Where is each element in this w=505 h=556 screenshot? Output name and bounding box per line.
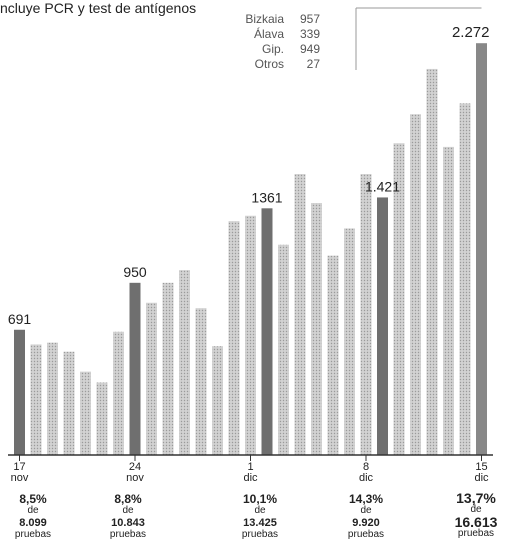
bar-5-dic (311, 203, 322, 455)
breakdown-row-alava: Álava 339 (253, 27, 320, 41)
bar-6-dic (327, 255, 339, 455)
weekly-stat-24-nov: 8,8% de 10.843 pruebas (109, 492, 147, 540)
x-tick-label-day: 15 (475, 461, 487, 473)
bar-10-dic (393, 143, 405, 455)
bar-26-nov (162, 282, 174, 455)
breakdown-connector (355, 7, 482, 70)
bar-8-dic (360, 174, 372, 455)
x-tick-label-month: dic (474, 472, 489, 484)
weekly-stat-15-dic: 13,7% de 16.613 pruebas (454, 490, 498, 539)
bar-23-nov (113, 331, 124, 455)
bar-17-nov (14, 329, 25, 455)
x-tick-label-day: 17 (13, 461, 25, 473)
x-tick-label-day: 24 (129, 461, 141, 473)
value-label-9-dic: 1.421 (365, 178, 400, 194)
bar-11-dic (410, 114, 421, 455)
value-label-24-nov: 950 (123, 264, 147, 280)
bar-18-nov (30, 344, 42, 455)
x-tick-label-day: 1 (247, 461, 253, 473)
bar-3-dic (278, 244, 289, 455)
weekly-stat-1-dic: 10,1% de 13.425 pruebas (241, 492, 279, 540)
chart-subtitle: ncluye PCR y test de antígenos (0, 0, 197, 16)
value-label-17-nov: 691 (8, 311, 32, 327)
bar-1-dic (245, 215, 256, 455)
bar-7-dic (344, 228, 355, 455)
value-label-15-dic: 2.272 (452, 24, 490, 41)
bar-14-dic (459, 103, 471, 455)
bar-4-dic (294, 174, 306, 455)
bar-21-nov (80, 371, 91, 455)
bar-29-nov (212, 346, 223, 455)
bar-28-nov (195, 308, 207, 455)
weekly-stat-17-nov: 8,5% de 8.099 pruebas (14, 492, 52, 540)
weekly-stat-8-dic: 14,3% de 9.920 pruebas (347, 492, 385, 540)
x-tick-label-month: nov (126, 472, 144, 484)
value-label-2-dic: 1361 (251, 189, 282, 205)
bar-2-dic (261, 208, 273, 455)
bar-12-dic (426, 68, 438, 455)
bar-9-dic (377, 197, 388, 455)
x-tick-label-day: 8 (363, 461, 369, 473)
x-tick-label-month: nov (11, 472, 29, 484)
breakdown-row-gipuzkoa: Gip. 949 (261, 42, 320, 56)
bar-25-nov (146, 302, 157, 455)
breakdown-row-bizkaia: Bizkaia 957 (245, 12, 320, 26)
bar-15-dic (476, 43, 487, 455)
x-tick-label-month: dic (359, 472, 374, 484)
bar-20-nov (63, 351, 75, 455)
x-tick-label-month: dic (243, 472, 258, 484)
bar-13-dic (443, 146, 454, 455)
bar-30-nov (228, 221, 240, 455)
bar-22-nov (96, 382, 108, 455)
bar-19-nov (47, 342, 58, 455)
regional-breakdown: Bizkaia 957 Álava 339 Gip. 949 Otros 27 (224, 12, 320, 72)
breakdown-row-otros: Otros 27 (254, 57, 320, 71)
bar-27-nov (179, 270, 190, 455)
bar-24-nov (129, 282, 141, 455)
